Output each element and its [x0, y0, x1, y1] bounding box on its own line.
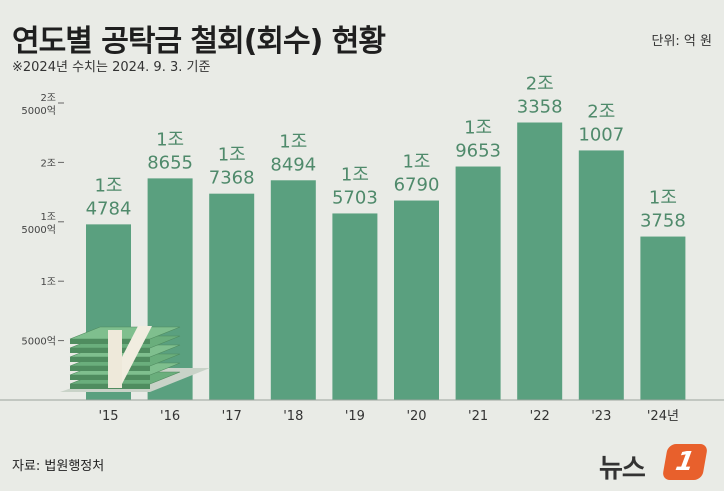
bar-value-label: 3358	[517, 97, 563, 118]
x-tick-label: '19	[345, 409, 365, 424]
bar-value-label: 1조	[649, 188, 677, 209]
bar	[640, 236, 686, 400]
bar-value-label: 1조	[156, 129, 184, 150]
y-tick-label: 2조	[40, 158, 56, 169]
bar-value-label: 4784	[86, 198, 132, 219]
bar-value-label: 7368	[209, 168, 255, 189]
logo-text: 뉴스	[599, 454, 646, 484]
bar-value-label: 9653	[455, 141, 501, 162]
bar-value-label: 1조	[402, 152, 430, 173]
y-tick-label: 5000억	[21, 336, 56, 348]
x-tick-label: '23	[591, 409, 611, 424]
y-tick-label: 2조	[40, 93, 56, 104]
bar-value-label: 8655	[147, 152, 193, 173]
x-tick-label: '15	[98, 409, 118, 424]
bar-value-label: 5703	[332, 187, 378, 208]
y-tick-label: 5000억	[21, 224, 56, 236]
source-label: 자료: 법원행정처	[12, 459, 105, 474]
bar	[578, 150, 624, 400]
bar-value-label: 1조	[279, 131, 307, 152]
bar	[209, 193, 255, 400]
y-tick-label: 1조	[40, 212, 56, 223]
y-tick-label: 5000억	[21, 105, 56, 117]
unit-label: 단위: 억 원	[651, 34, 713, 49]
bar-value-label: 3758	[640, 211, 686, 232]
money-stack-icon	[60, 326, 210, 392]
page-title: 연도별 공탁금 철회(회수) 현황	[12, 24, 386, 59]
bar-value-label: 1조	[218, 145, 246, 166]
x-tick-label: '21	[468, 409, 488, 424]
x-tick-label: '20	[406, 409, 426, 424]
x-tick-label: '22	[530, 409, 550, 424]
bar	[332, 213, 378, 400]
bar	[270, 180, 316, 400]
x-tick-label: '17	[222, 409, 242, 424]
bar	[455, 166, 501, 400]
bar-value-label: 8494	[270, 154, 316, 175]
bar-value-label: 2조	[526, 74, 554, 95]
x-tick-label: '16	[160, 409, 180, 424]
bar-value-label: 1007	[578, 124, 624, 145]
y-tick-label: 1조	[40, 277, 56, 288]
bar-value-label: 1조	[464, 118, 492, 139]
bar-value-label: 1조	[94, 175, 122, 196]
x-tick-label: '18	[283, 409, 303, 424]
bar	[517, 122, 563, 400]
bar-value-label: 6790	[394, 175, 440, 196]
bar	[394, 200, 439, 400]
bar-value-label: 2조	[587, 101, 615, 122]
chart-subtitle: ※2024년 수치는 2024. 9. 3. 기준	[12, 60, 211, 75]
bar-value-label: 1조	[341, 164, 369, 185]
news1-logo: 뉴스 1	[599, 442, 714, 484]
logo-badge-text: 1	[673, 447, 697, 477]
x-tick-label: '24년	[647, 409, 679, 424]
logo-badge: 1	[661, 444, 709, 480]
